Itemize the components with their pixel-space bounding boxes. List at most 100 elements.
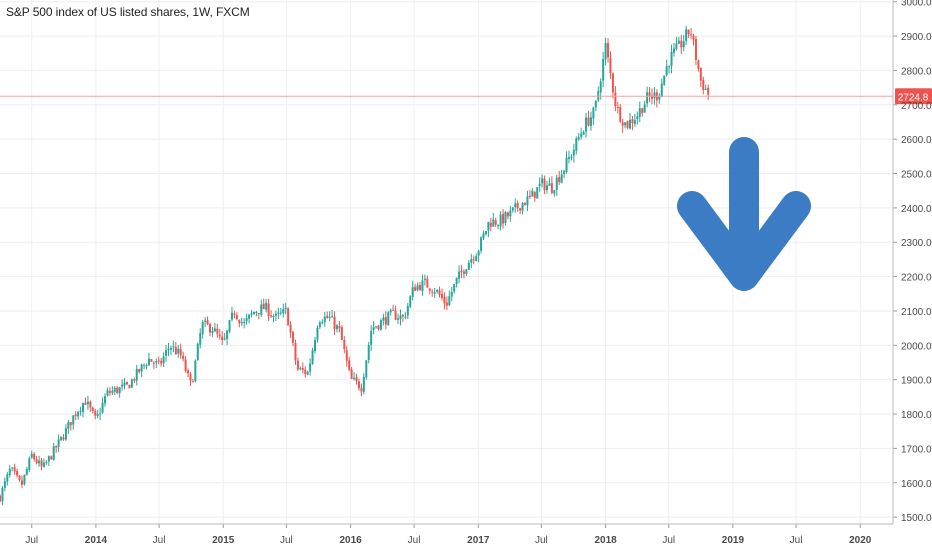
candle-body <box>238 319 241 324</box>
candle-body <box>431 291 434 293</box>
x-tick-label: Jul <box>790 535 803 546</box>
candle-body <box>465 269 468 274</box>
candle-body <box>243 322 246 324</box>
down-arrow-icon <box>677 137 811 291</box>
candle-body <box>502 213 505 224</box>
candle-body <box>355 377 358 381</box>
candle-body <box>607 43 610 58</box>
candle-body <box>538 183 541 187</box>
candle-body <box>692 35 695 40</box>
candle-body <box>172 346 175 348</box>
candle-body <box>575 138 578 151</box>
candle-body <box>35 459 38 464</box>
candle-body <box>467 262 470 270</box>
candle-body <box>64 428 67 440</box>
candle-body <box>160 360 163 364</box>
candle-body <box>316 327 319 340</box>
candle-body <box>318 322 321 328</box>
candle-body <box>274 313 277 316</box>
candle-body <box>155 361 158 363</box>
candle-body <box>113 387 116 392</box>
candle-body <box>660 83 663 97</box>
candle-body <box>8 468 11 476</box>
candle-body <box>157 360 160 362</box>
candle-body <box>419 285 422 291</box>
candle-body <box>382 317 385 321</box>
x-tick-label: Jul <box>280 535 293 546</box>
candle-body <box>641 108 644 114</box>
candle-body <box>416 285 419 291</box>
candle-body <box>262 303 265 310</box>
candle-body <box>521 203 524 211</box>
candle-body <box>638 108 641 117</box>
candle-body <box>321 322 324 324</box>
candle-body <box>177 348 180 354</box>
candle-body <box>409 296 412 307</box>
candle-body <box>629 119 632 129</box>
y-tick-label: 3000.0 <box>901 0 932 9</box>
candle-body <box>40 460 43 467</box>
candle-body <box>248 314 251 319</box>
candle-body <box>272 315 275 317</box>
candle-body <box>668 65 671 67</box>
candle-body <box>443 296 446 304</box>
candle-body <box>167 348 170 351</box>
candle-body <box>94 410 97 416</box>
candle-body <box>33 454 36 460</box>
candle-body <box>108 390 111 393</box>
candle-body <box>230 312 233 320</box>
x-tick-label: Jul <box>535 535 548 546</box>
candle-body <box>585 117 588 132</box>
candle-body <box>143 364 146 366</box>
candle-body <box>528 195 531 197</box>
candle-body <box>104 396 107 404</box>
candle-body <box>658 95 661 100</box>
candle-body <box>340 327 343 340</box>
candle-body <box>372 327 375 331</box>
candle-body <box>357 381 360 389</box>
candle-body <box>11 467 14 469</box>
candle-body <box>25 469 28 475</box>
candle-body <box>401 314 404 317</box>
candle-body <box>436 290 439 292</box>
candle-body <box>670 51 673 66</box>
candle-body <box>624 122 627 126</box>
candle-body <box>509 210 512 217</box>
candle-body <box>360 388 363 392</box>
candle-body <box>82 403 85 412</box>
candle-body <box>541 178 544 184</box>
candle-body <box>672 48 675 53</box>
candle-body <box>287 308 290 326</box>
y-tick-label: 2500.0 <box>901 170 932 181</box>
candle-body <box>296 360 299 370</box>
candle-body <box>555 177 558 190</box>
candle-body <box>440 294 443 299</box>
x-tick-label: 2016 <box>339 535 362 546</box>
candle-body <box>169 347 172 350</box>
candle-body <box>194 360 197 382</box>
candle-body <box>602 58 605 81</box>
candle-body <box>86 401 89 405</box>
candle-body <box>377 325 380 329</box>
x-tick-label: 2019 <box>722 535 745 546</box>
candle-body <box>362 376 365 392</box>
candle-body <box>587 117 590 126</box>
y-tick-label: 2800.0 <box>901 66 932 77</box>
candle-body <box>162 356 165 364</box>
candle-body <box>597 91 600 101</box>
candle-body <box>345 350 348 361</box>
candle-body <box>406 305 409 316</box>
candle-body <box>484 230 487 235</box>
y-tick-label: 2200.0 <box>901 273 932 284</box>
candle-body <box>704 88 707 90</box>
candle-body <box>433 292 436 294</box>
candle-body <box>646 92 649 104</box>
candle-body <box>233 313 236 315</box>
candle-body <box>423 278 426 281</box>
candle-body <box>397 318 400 320</box>
candle-body <box>511 207 514 211</box>
candle-body <box>191 381 194 383</box>
candle-body <box>309 363 312 372</box>
candle-body <box>50 456 53 460</box>
